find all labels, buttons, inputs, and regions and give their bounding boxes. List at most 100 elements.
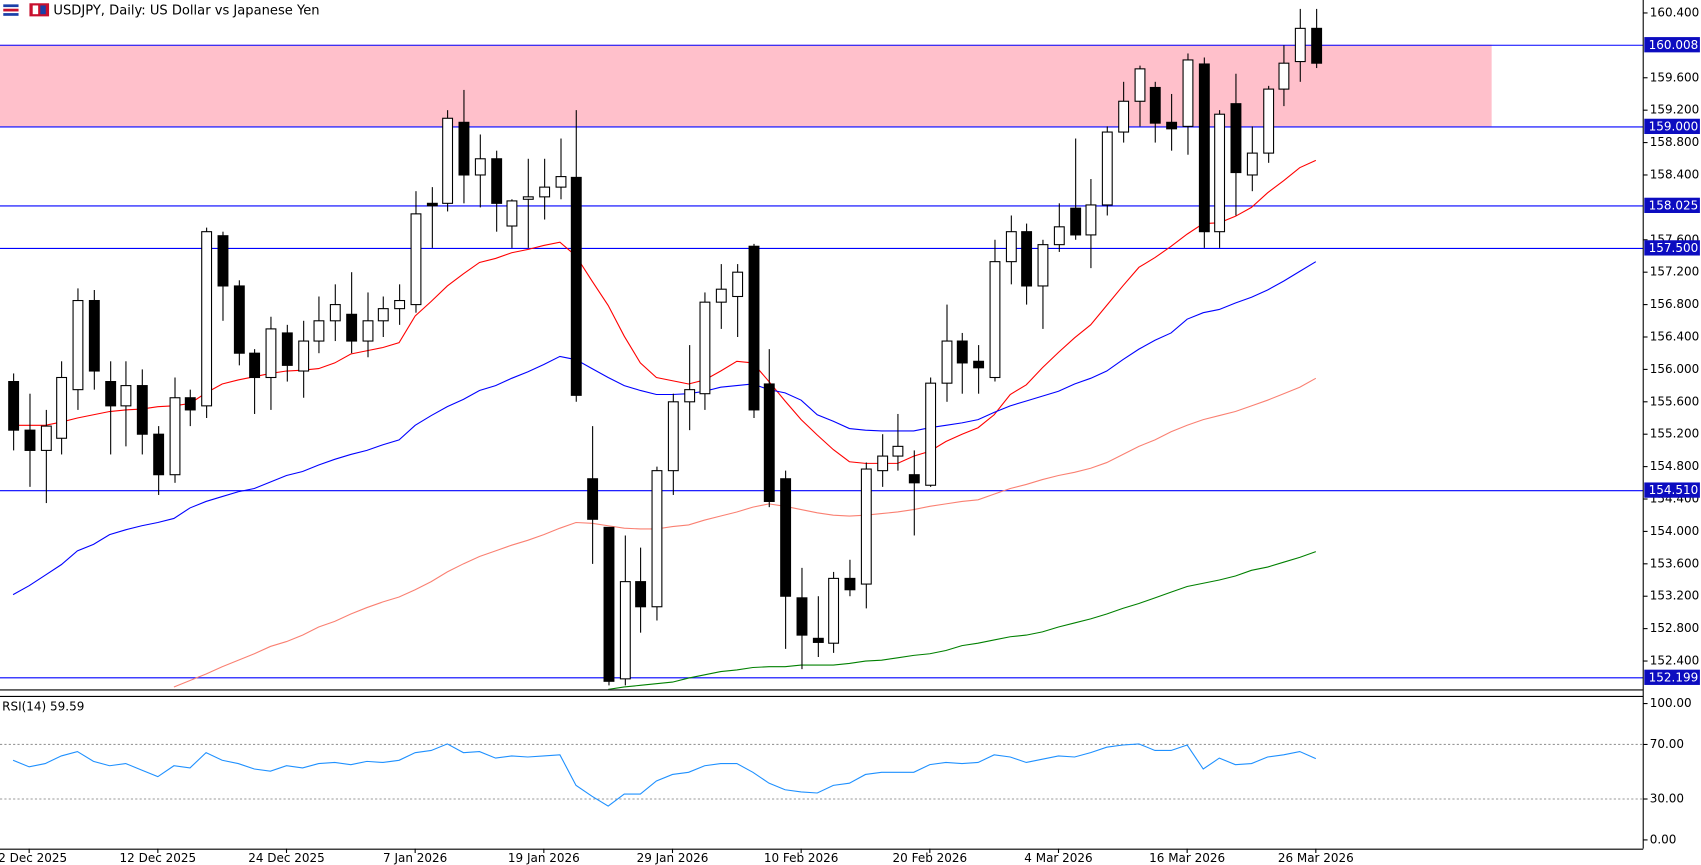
- axes: [0, 0, 1644, 850]
- price-tick-label: 154.000: [1650, 524, 1700, 538]
- time-tick-label: 26 Mar 2026: [1278, 851, 1354, 865]
- candle-body: [1005, 231, 1017, 263]
- candle-body: [1021, 231, 1033, 287]
- candle-body: [506, 200, 518, 227]
- candle-body: [667, 401, 679, 472]
- candle-body: [105, 381, 117, 407]
- price-tick-label: 155.200: [1650, 427, 1700, 441]
- candle-body: [169, 397, 181, 476]
- candle-body: [233, 285, 245, 354]
- rsi-tick-label: 0.00: [1650, 832, 1677, 846]
- candle-body: [346, 313, 358, 342]
- header: USDJPY, Daily: US Dollar vs Japanese Yen…: [1, 3, 320, 713]
- header-icon: [32, 5, 39, 15]
- time-tick-label: 7 Jan 2026: [383, 851, 447, 865]
- rsi-line: [12, 743, 1317, 807]
- time-tick-label: 20 Feb 2026: [893, 851, 968, 865]
- time-tick-label: 16 Mar 2026: [1149, 851, 1225, 865]
- candle-body: [1311, 27, 1323, 64]
- moving-average-line: [173, 377, 1317, 688]
- candle-body: [796, 597, 808, 636]
- main-plot: [0, 8, 1644, 690]
- candle-body: [570, 176, 582, 396]
- price-tick-label: 156.800: [1650, 297, 1700, 311]
- level-label: 152.199: [1649, 670, 1699, 684]
- candle-body: [715, 288, 727, 303]
- candle-body: [362, 320, 374, 342]
- time-tick-label: 10 Feb 2026: [764, 851, 839, 865]
- candle-body: [410, 213, 422, 306]
- candle-body: [1070, 207, 1082, 236]
- level-label: 160.008: [1649, 38, 1699, 52]
- candle-body: [748, 245, 760, 411]
- time-tick-label: 2 Dec 2025: [0, 851, 67, 865]
- price-tick-label: 160.400: [1650, 5, 1700, 19]
- candle-body: [908, 474, 920, 484]
- candle-body: [1053, 226, 1065, 246]
- candle-body: [1198, 63, 1210, 233]
- candle-body: [587, 478, 599, 520]
- candle-body: [1294, 27, 1306, 63]
- candle-body: [1166, 121, 1178, 130]
- level-label-box: [1644, 118, 1700, 135]
- rsi-tick-label: 70.00: [1650, 737, 1684, 751]
- candle-body: [1230, 103, 1242, 174]
- time-tick-label: 29 Jan 2026: [637, 851, 709, 865]
- candle-body: [763, 383, 775, 502]
- candle-body: [828, 577, 840, 644]
- candle-body: [1214, 113, 1226, 233]
- candle-body: [281, 332, 293, 366]
- moving-average-line: [13, 159, 1317, 464]
- candle-body: [555, 176, 567, 188]
- candle-body: [491, 158, 503, 204]
- candle-body: [153, 433, 165, 476]
- level-label-box: [1644, 669, 1700, 685]
- price-tick-label: 154.800: [1650, 459, 1700, 473]
- candle-body: [1278, 62, 1290, 90]
- candle-body: [603, 526, 615, 682]
- candle-body: [120, 385, 132, 407]
- chart-title: USDJPY, Daily: US Dollar vs Japanese Yen: [53, 3, 319, 18]
- header-icon: [40, 5, 46, 15]
- level-label-box: [1644, 37, 1700, 53]
- rsi-plot: [0, 743, 1644, 807]
- price-tick-label: 159.600: [1650, 70, 1700, 84]
- candle-body: [780, 478, 792, 597]
- header-icon: [3, 13, 19, 16]
- candle-body: [699, 301, 711, 395]
- candle-body: [1037, 244, 1049, 287]
- candle-body: [973, 360, 985, 369]
- candle-body: [184, 397, 196, 411]
- candle-body: [956, 340, 968, 364]
- price-tick-label: 156.000: [1650, 362, 1700, 376]
- price-tick-label: 153.200: [1650, 589, 1700, 603]
- price-tick-label: 158.800: [1650, 135, 1700, 149]
- candle-body: [651, 470, 663, 608]
- labels: 152.400152.800153.200153.600154.000154.4…: [0, 5, 1700, 865]
- time-tick-label: 24 Dec 2025: [248, 851, 325, 865]
- candle-body: [201, 231, 213, 407]
- moving-average-line: [608, 551, 1317, 690]
- candle-body: [1246, 152, 1258, 176]
- candle-body: [72, 299, 84, 391]
- candle-body: [442, 117, 454, 204]
- candle-body: [217, 235, 229, 287]
- rsi-tick-label: 100.00: [1650, 696, 1692, 710]
- level-label-box: [1644, 197, 1700, 213]
- time-tick-label: 4 Mar 2026: [1024, 851, 1092, 865]
- candle-body: [88, 299, 100, 372]
- candle-body: [24, 429, 36, 451]
- price-tick-label: 152.400: [1650, 654, 1700, 668]
- price-tick-label: 153.600: [1650, 556, 1700, 570]
- candle-body: [8, 381, 20, 431]
- level-label-box: [1644, 240, 1700, 256]
- time-tick-label: 19 Jan 2026: [508, 851, 580, 865]
- candle-body: [1182, 59, 1194, 127]
- candle-body: [619, 581, 631, 680]
- candle-body: [1085, 204, 1097, 236]
- price-tick-label: 155.600: [1650, 394, 1700, 408]
- rsi-title: RSI(14) 59.59: [2, 699, 84, 713]
